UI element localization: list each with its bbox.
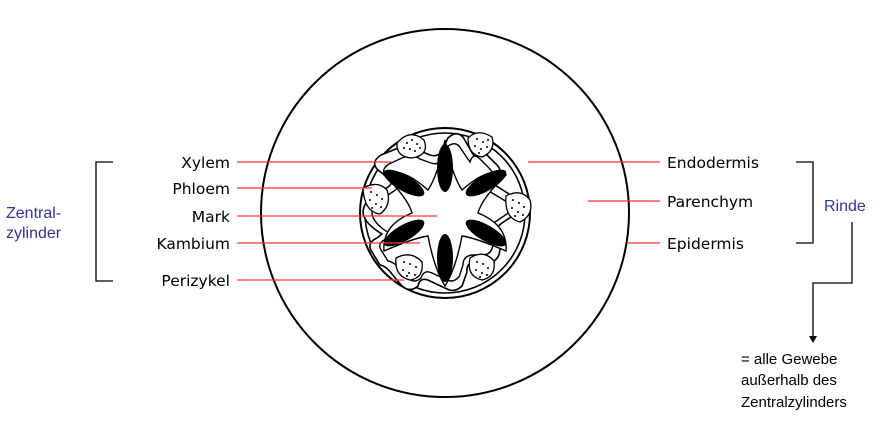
rinde-bracket [796,161,814,244]
xylem-arms [383,144,507,282]
label-epidermis: Epidermis [667,235,744,253]
phloem-patches [362,132,532,281]
label-phloem: Phloem [172,180,230,198]
xylem-arm [465,219,507,247]
label-perizykel: Perizykel [161,272,230,290]
xylem-arm [437,234,453,282]
phloem-patch [468,253,495,281]
note-line1: = alle Gewebe [741,351,837,368]
label-rinde: Rinde [824,198,866,215]
label-zentralzylinder-line2: zylinder [6,225,62,242]
label-xylem: Xylem [181,154,230,172]
note-line2: außerhalb des [741,372,837,389]
xylem-arm [465,169,507,197]
label-endodermis: Endodermis [667,154,759,172]
phloem-patch [396,134,427,159]
right-leader-lines [528,161,660,244]
label-mark: Mark [192,208,230,226]
zentralzylinder-bracket [95,161,113,282]
label-parenchym: Parenchym [667,193,753,211]
arrow-head [809,336,817,343]
phloem-patch [505,192,532,223]
xylem-arm [383,219,425,247]
note-line3: Zentralzylinders [741,394,847,411]
phloem-patch [467,132,494,158]
left-leader-lines [237,161,437,281]
xylem-arm [437,144,453,192]
phloem-patch [395,254,423,281]
label-zentralzylinder-line1: Zentral- [6,205,61,222]
rinde-to-note-connector [812,222,853,337]
xylem-arm [383,169,425,197]
pith-star [382,139,508,288]
label-kambium: Kambium [156,235,230,253]
phloem-patch [362,183,390,215]
